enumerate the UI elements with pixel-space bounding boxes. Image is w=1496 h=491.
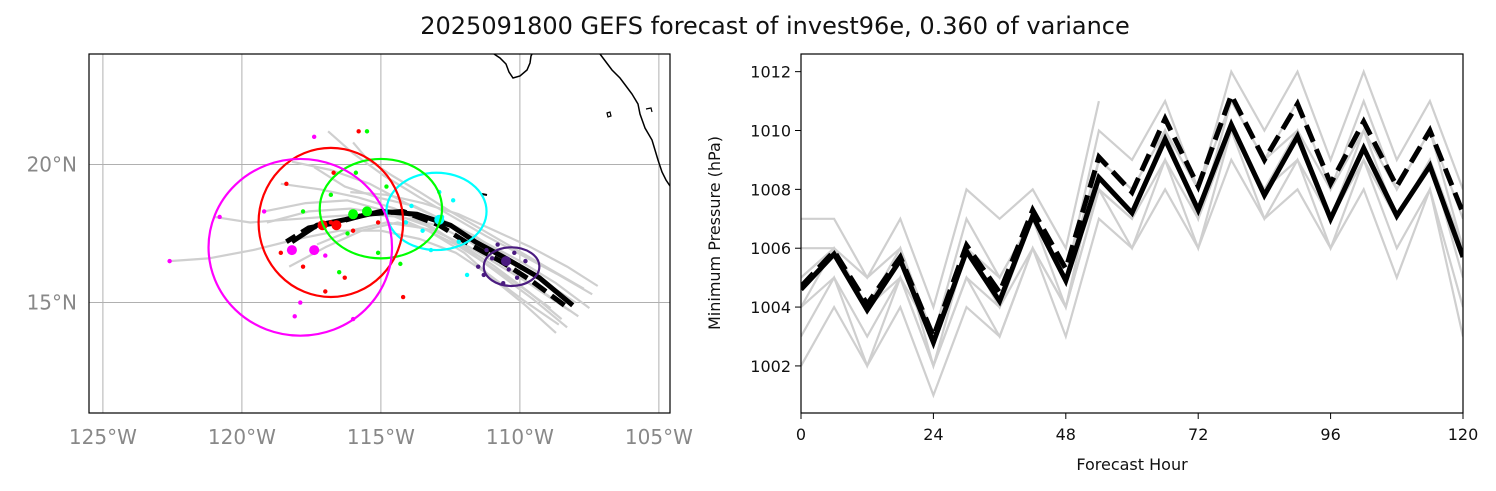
map-plot-area (167, 129, 599, 337)
day4-member-position (300, 264, 306, 269)
mean-pressure-line (801, 118, 1463, 350)
day1-member-position (484, 247, 489, 253)
x-tick-label: 24 (923, 425, 943, 444)
pressure-tick-labels: 0 24 48 72 96 120 1002 1004 1006 1008 1010 1012 (750, 63, 1478, 444)
day4-member-position (331, 170, 336, 175)
member-pressure-line (801, 157, 1463, 399)
map-lon-tick-label: 125°W (69, 425, 137, 449)
day4-member-position (356, 129, 361, 134)
x-tick-label: 0 (796, 425, 806, 444)
day4-member-position (400, 294, 406, 300)
day1-member-position (495, 242, 500, 247)
day5-member-position (167, 258, 172, 264)
x-tick-label: 120 (1448, 425, 1479, 444)
day5-mean-position (309, 245, 320, 256)
map-lat-tick-label: 15°N (27, 291, 77, 315)
map-frame (88, 53, 671, 414)
day1-uncertainty-ellipse (482, 246, 541, 288)
mexico-mainland-coastline (599, 54, 670, 187)
y-tick-label: 1006 (750, 239, 791, 258)
map-lon-tick-label: 110°W (486, 425, 554, 449)
day4-uncertainty-ellipse (257, 146, 405, 299)
ensemble-member-track (169, 229, 560, 326)
figure-title: 2025091800 GEFS forecast of invest96e, 0… (420, 12, 1130, 40)
ensemble-member-track (316, 221, 552, 309)
day4-member-position (375, 220, 381, 225)
day3-mean-position (348, 209, 359, 220)
day5-member-position (298, 300, 303, 305)
x-axis-label: Forecast Hour (1076, 455, 1188, 474)
pressure-plot-area (801, 68, 1463, 399)
day3-member-position (353, 170, 359, 175)
map-lon-tick-label: 115°W (347, 425, 415, 449)
y-tick-label: 1002 (750, 357, 791, 376)
day4-member-position (323, 289, 328, 294)
day2-member-position (450, 198, 456, 203)
member-pressure-line (801, 68, 1463, 341)
pressure-frame (800, 53, 1464, 414)
track-map-panel: 125°W 120°W 115°W 110°W 105°W 15°N 20°N (27, 53, 693, 449)
day1-member-position (489, 256, 495, 261)
ensemble-mean-track-dashed (285, 208, 566, 308)
day3-member-position (398, 261, 403, 267)
day5-member-position (217, 214, 222, 220)
day4-member-position (284, 181, 289, 186)
map-lon-tick-label: 120°W (208, 425, 276, 449)
day2-member-position (409, 203, 414, 209)
x-tick-label: 72 (1188, 425, 1208, 444)
day2-member-position (420, 228, 425, 233)
day3-member-position (300, 209, 306, 214)
day3-uncertainty-ellipse (318, 157, 444, 260)
day3-member-position (328, 192, 334, 198)
x-tick-label: 48 (1056, 425, 1076, 444)
y-tick-label: 1012 (750, 63, 791, 82)
ensemble-member-track (350, 191, 599, 287)
day3-member-position (375, 250, 381, 256)
map-tick-labels: 125°W 120°W 115°W 110°W 105°W 15°N 20°N (27, 152, 693, 449)
mexico-coastline (493, 54, 533, 79)
day4-mean-position (331, 220, 342, 231)
day3-member-position (345, 231, 350, 236)
day5-mean-position (286, 245, 297, 256)
day1-member-position (523, 258, 528, 264)
day1-mean-position (500, 256, 511, 267)
day3-mean-position (361, 206, 372, 217)
day2-member-position (403, 220, 409, 225)
map-lon-tick-label: 105°W (625, 425, 693, 449)
day5-member-position (292, 314, 297, 319)
day1-member-position (506, 267, 511, 272)
day1-member-position (512, 250, 517, 256)
y-tick-label: 1010 (750, 122, 791, 141)
day2-member-position (456, 239, 461, 244)
day1-member-position (475, 264, 481, 269)
y-tick-label: 1004 (750, 298, 791, 317)
day4-member-position (350, 228, 356, 233)
day5-member-position (323, 253, 328, 258)
island-coastline (481, 193, 488, 196)
day3-member-position (364, 129, 370, 134)
day2-uncertainty-ellipse (385, 171, 488, 252)
day5-uncertainty-ellipse (207, 157, 394, 337)
day4-member-position (342, 275, 347, 280)
day5-member-position (261, 209, 267, 214)
x-tick-label: 96 (1320, 425, 1340, 444)
day3-member-position (336, 269, 342, 275)
day2-member-position (464, 272, 470, 278)
day1-member-position (514, 275, 520, 280)
day3-member-position (384, 184, 389, 189)
island-coastline (645, 107, 653, 113)
map-lat-tick-label: 20°N (27, 152, 77, 176)
day4-member-position (278, 250, 284, 256)
pressure-chart-panel: 0 24 48 72 96 120 1002 1004 1006 1008 1010 1012 For… (705, 53, 1478, 474)
island-coastline (606, 111, 612, 118)
ensemble-member-track (280, 182, 568, 329)
y-axis-label: Minimum Pressure (hPa) (705, 136, 724, 330)
coastline (481, 54, 670, 196)
day5-member-position (311, 134, 317, 140)
map-gridlines (89, 54, 670, 413)
member-pressure-line (801, 100, 1100, 311)
y-tick-label: 1008 (750, 180, 791, 199)
